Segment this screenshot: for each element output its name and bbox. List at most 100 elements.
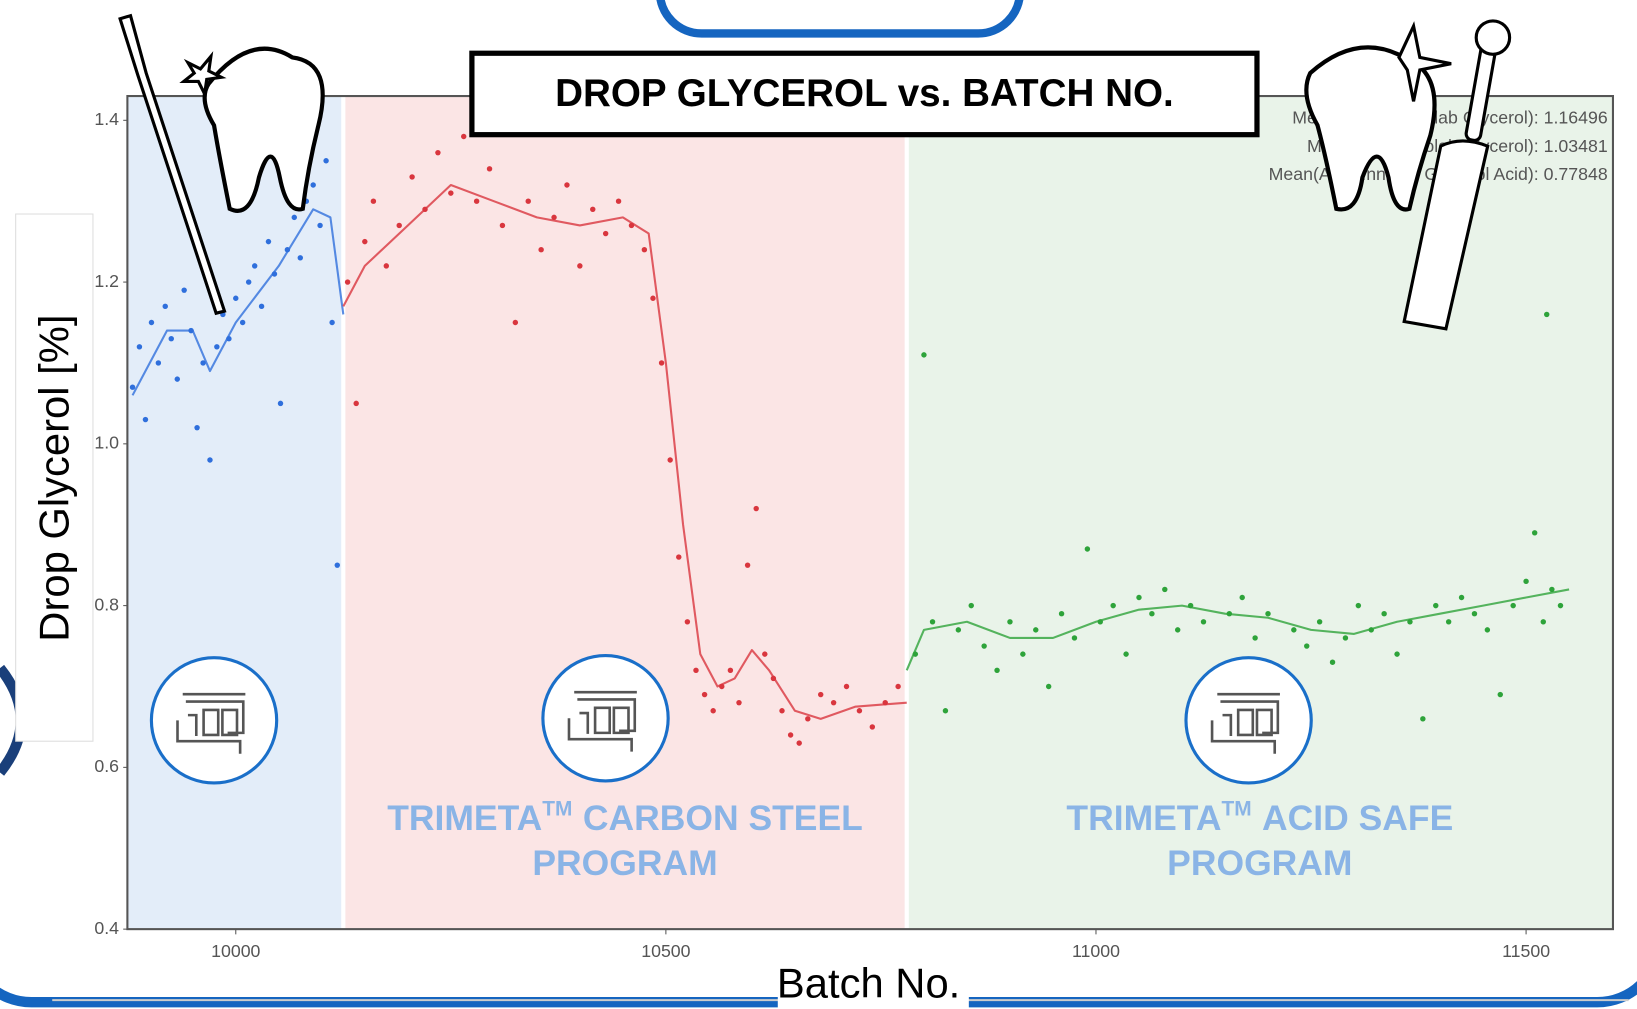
x-axis-label: Batch No. [777, 960, 960, 1007]
data-point [317, 222, 323, 229]
data-point [1342, 635, 1349, 641]
program-label-line2: PROGRAM [532, 843, 717, 883]
data-point [265, 238, 272, 245]
data-point [744, 562, 751, 568]
data-point [684, 619, 691, 625]
program-label: TRIMETATM ACID SAFE [1066, 797, 1453, 838]
program-type: CARBON STEEL [583, 798, 863, 838]
tooth-right [1304, 19, 1512, 331]
data-point [155, 360, 162, 366]
data-point [148, 319, 155, 326]
program-name: TRIMETA [387, 798, 542, 838]
overlay: 0.4 0.6 0.8 1.0 1.2 1.4 10000 10500 11000 11500 [94, 109, 1550, 961]
data-point [676, 554, 682, 560]
data-point [1291, 627, 1297, 633]
data-point [142, 416, 149, 423]
data-point [830, 699, 837, 706]
data-point [667, 457, 673, 463]
trademark: TM [542, 797, 572, 820]
data-point [194, 424, 200, 431]
trademark: TM [1221, 797, 1251, 820]
data-point [233, 295, 239, 301]
data-point [174, 376, 180, 382]
y-tick-label: 1.0 [94, 433, 119, 453]
x-tick-label: 10000 [211, 941, 260, 961]
y-tick-label: 1.4 [94, 109, 119, 129]
x-tick-label: 11000 [1072, 941, 1120, 961]
data-point [129, 384, 136, 390]
data-point [245, 279, 252, 285]
data-point [310, 182, 316, 188]
data-point [1381, 610, 1387, 617]
tooth-left [118, 13, 325, 316]
data-point [727, 667, 734, 674]
data-point [214, 344, 220, 350]
data-point [1045, 683, 1052, 690]
data-point [409, 174, 415, 180]
data-point [650, 295, 656, 301]
data-point [658, 360, 665, 366]
program-label: TRIMETATM CARBON STEEL [387, 797, 863, 838]
data-point [805, 716, 811, 722]
data-point [1252, 635, 1258, 641]
data-point [344, 279, 351, 285]
data-point [1497, 691, 1503, 698]
data-point [1549, 586, 1555, 593]
data-point [1174, 627, 1181, 633]
data-point [1007, 619, 1013, 625]
data-point [291, 214, 297, 221]
data-point [181, 287, 187, 293]
data-point [1355, 602, 1362, 609]
data-point [1071, 635, 1078, 641]
program-icons [149, 654, 1313, 785]
data-point [615, 198, 622, 204]
data-point [486, 166, 493, 172]
data-point [239, 319, 246, 326]
data-point [753, 505, 759, 512]
data-point [512, 319, 519, 326]
x-tick-label: 10500 [641, 941, 690, 961]
data-point [590, 206, 596, 212]
data-point [162, 303, 168, 310]
data-point [1058, 610, 1065, 617]
data-point [955, 627, 962, 633]
trend-line [131, 208, 345, 396]
y-tick-label: 0.4 [94, 918, 119, 938]
data-point [1265, 610, 1271, 617]
data-point [818, 691, 824, 698]
data-point [334, 562, 340, 568]
data-point [461, 133, 467, 140]
data-point [1084, 546, 1091, 552]
data-point [1523, 578, 1529, 585]
data-point [1445, 619, 1452, 625]
y-axis-label: Drop Glycerol [%] [30, 315, 77, 642]
data-point [136, 344, 143, 350]
data-point [396, 222, 402, 229]
data-point [1394, 651, 1400, 657]
data-point [564, 182, 570, 188]
data-point [796, 740, 802, 746]
data-point [1123, 651, 1129, 657]
data-point [602, 230, 609, 237]
y-tick-label: 0.6 [94, 756, 119, 776]
data-point [251, 263, 258, 269]
data-point [370, 198, 377, 204]
data-point [258, 303, 265, 310]
data-point [1033, 627, 1039, 633]
data-point [435, 149, 441, 156]
data-point [551, 214, 557, 221]
data-point [1433, 602, 1439, 609]
data-point [323, 158, 329, 164]
y-label-box [15, 213, 94, 742]
data-point [1484, 627, 1491, 633]
data-point [869, 724, 876, 730]
data-point [787, 732, 794, 738]
data-point [779, 708, 785, 714]
data-point [942, 708, 949, 714]
data-point [1531, 530, 1538, 536]
data-point [1557, 602, 1564, 609]
data-point [1162, 586, 1168, 593]
data-point [1149, 610, 1155, 617]
